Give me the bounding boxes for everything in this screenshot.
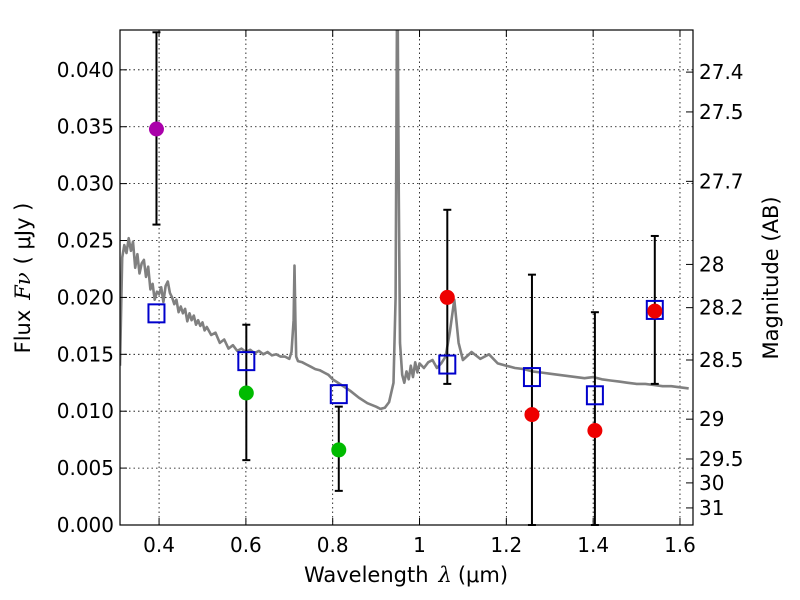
mag-tick-label: 29.5 (699, 447, 744, 471)
mag-tick-label: 28 (699, 252, 724, 276)
observed-flux-point (647, 303, 663, 319)
observed-flux-point (587, 423, 603, 439)
y-tick-label: 0.020 (57, 285, 114, 309)
x-axis-unit: (μm) (458, 563, 508, 587)
mag-tick-label: 29 (699, 407, 724, 431)
observed-flux-point (148, 121, 164, 137)
model-spectrum-line (120, 30, 689, 411)
observed-points-layer (148, 121, 663, 458)
y-axis-label: Flux Fν ( μJy ) (11, 203, 35, 354)
plot-frame (119, 29, 694, 526)
mag-tick-label: 27.5 (699, 100, 744, 124)
model-flux-square (147, 303, 166, 324)
x-tick-label: 1.6 (664, 533, 696, 557)
x-tick-label: 0.8 (317, 533, 349, 557)
x-tick-label: 0.6 (230, 533, 262, 557)
observed-flux-point (238, 385, 254, 401)
y-axis-label-text: Flux (11, 310, 35, 354)
model-flux-square (585, 385, 604, 406)
mag-tick-label: 27.4 (699, 60, 744, 84)
y-tick-label: 0.015 (57, 342, 114, 366)
x-tick-label: 1.4 (577, 533, 609, 557)
model-flux-square (438, 354, 457, 375)
y-tick-label: 0.035 (57, 115, 114, 139)
mag-tick-label: 31 (699, 496, 724, 520)
observed-flux-point (439, 289, 455, 305)
y-tick-label: 0.005 (57, 456, 114, 480)
x-tick-label: 0.4 (143, 533, 175, 557)
mag-tick-label: 30 (699, 471, 724, 495)
mag-tick-label: 27.7 (699, 169, 744, 193)
x-axis-label: Wavelength λ (μm) (304, 563, 508, 587)
y-tick-label: 0.010 (57, 399, 114, 423)
model-flux-square (522, 367, 541, 388)
x-tick-label: 1 (413, 533, 426, 557)
y-tick-label: 0.025 (57, 229, 114, 253)
observed-flux-point (331, 442, 347, 458)
x-tick-label: 1.2 (490, 533, 522, 557)
model-photometry-layer (147, 299, 664, 406)
model-flux-square (329, 384, 348, 405)
x-axis-lambda: λ (438, 563, 452, 587)
model-flux-square (645, 299, 664, 320)
y-tick-label: 0.040 (57, 58, 114, 82)
x-axis-label-text: Wavelength (304, 563, 429, 587)
grid-lines (120, 30, 693, 526)
axis-ticks (120, 30, 693, 526)
observed-flux-point (524, 407, 540, 423)
y-tick-label: 0.030 (57, 172, 114, 196)
y-tick-label: 0.000 (57, 513, 114, 537)
mag-tick-label: 28.2 (699, 296, 744, 320)
model-flux-square (237, 351, 256, 372)
y-axis-unit: ( μJy ) (11, 203, 35, 265)
model-spectrum-layer (120, 30, 689, 411)
mag-tick-label: 28.5 (699, 348, 744, 372)
y2-axis-label: Magnitude (AB) (759, 196, 783, 359)
y-tick-labels: 0.000 0.005 0.010 0.015 0.020 0.025 0.030 0.035… (57, 58, 114, 537)
y-axis-flux-symbol: Fν (11, 272, 35, 301)
x-tick-labels: 0.4 0.6 0.8 1 1.2 1.4 1.6 (143, 533, 696, 557)
